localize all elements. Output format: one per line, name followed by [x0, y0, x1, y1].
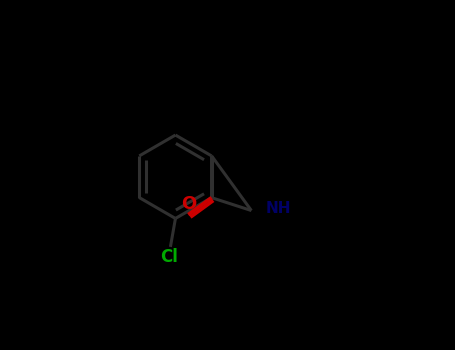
Text: Cl: Cl [160, 248, 178, 266]
Text: O: O [181, 195, 196, 214]
Text: NH: NH [266, 202, 291, 216]
